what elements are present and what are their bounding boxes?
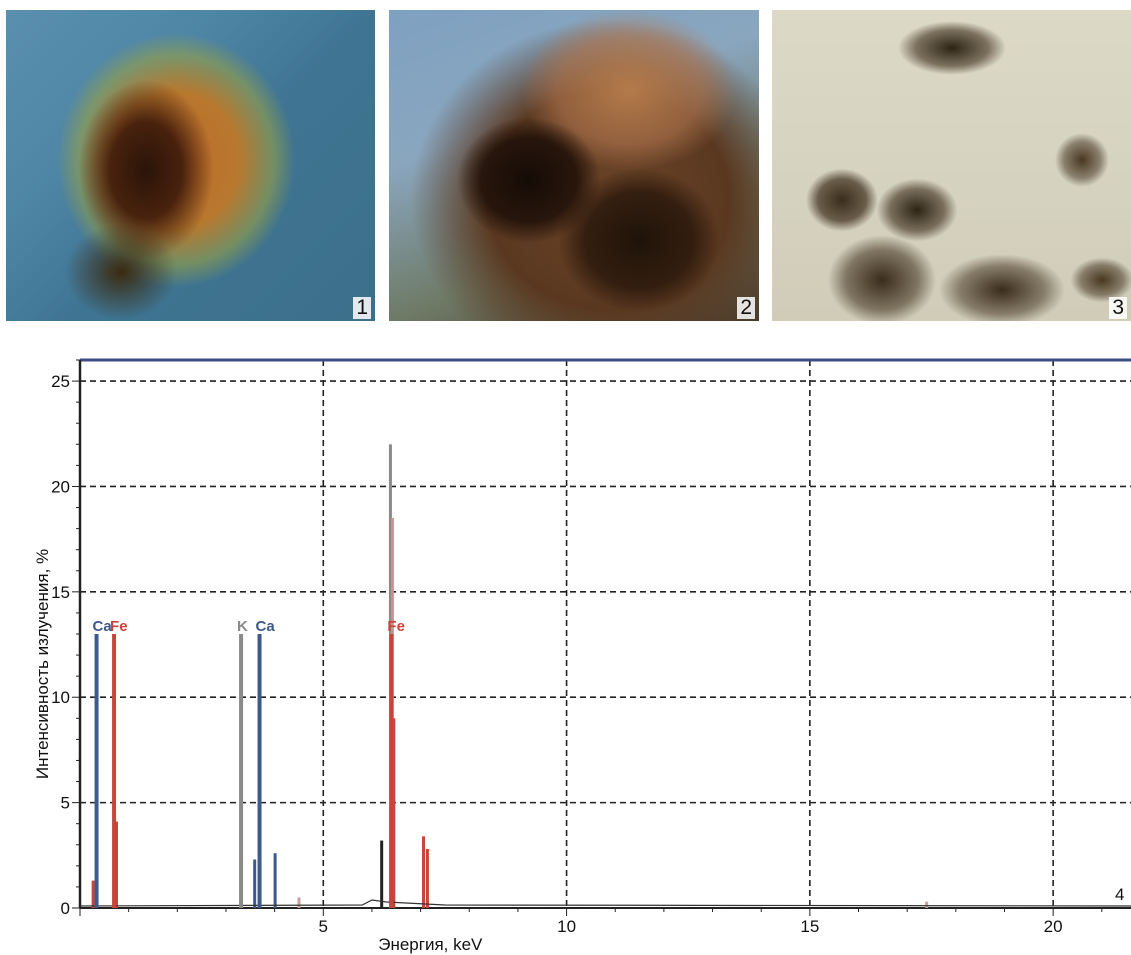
xrf-spectrum-chart: 0 5 10 15 20 25 5 10 15 20 Ca Fe K Ca Fe Энергия, keV…	[0, 340, 1131, 955]
spectrum-peak	[297, 897, 301, 908]
spectrum-peak	[253, 859, 257, 908]
element-marker-label: K	[237, 618, 248, 635]
spectrum-peak	[425, 848, 429, 908]
x-tick-label: 15	[800, 917, 819, 936]
element-marker-label: Ca	[256, 618, 276, 635]
micrograph-panel-3: 3	[772, 10, 1131, 321]
y-tick-label: 20	[51, 477, 70, 496]
y-tick-label: 10	[51, 688, 70, 707]
spectrum-peak	[380, 840, 384, 908]
y-tick-label: 25	[51, 372, 70, 391]
spectrum-peak	[273, 853, 277, 908]
y-axis-title: Интенсивность излучения, %	[33, 549, 52, 779]
chart-grid	[80, 360, 1131, 908]
y-tick-label: 0	[61, 899, 70, 918]
element-marker-label: Fe	[110, 618, 128, 635]
micrograph-panel-1: 1	[6, 10, 375, 321]
x-tick-label: 10	[557, 917, 576, 936]
element-marker-label: Ca	[93, 618, 113, 635]
x-tick-label: 20	[1044, 917, 1063, 936]
spectrum-peak	[422, 836, 426, 908]
micrograph-panel-2: 2	[389, 10, 759, 321]
x-axis-title: Энергия, keV	[378, 935, 483, 954]
spectrum-peak	[114, 821, 118, 908]
chart-ticks: 0 5 10 15 20 25 5 10 15 20	[51, 359, 1103, 936]
y-tick-label: 15	[51, 583, 70, 602]
x-tick-label: 5	[319, 917, 328, 936]
panel-label-4: 4	[1115, 885, 1124, 904]
y-tick-label: 5	[61, 794, 70, 813]
spectrum-baseline	[79, 899, 1131, 907]
spectrum-peak	[925, 901, 929, 908]
element-marker-label: Fe	[387, 618, 405, 635]
panel-label-3: 3	[1109, 297, 1127, 319]
panel-label-2: 2	[737, 297, 755, 319]
spectrum-peak	[91, 880, 95, 908]
panel-label-1: 1	[353, 297, 371, 319]
chart-bars	[79, 444, 1131, 908]
spectrum-peak	[392, 718, 396, 908]
